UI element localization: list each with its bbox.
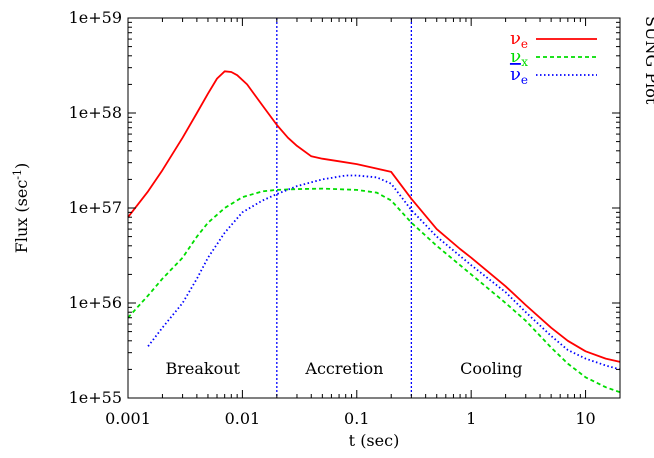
y-tick-label: 1e+55 (69, 388, 122, 407)
phase-label: Breakout (165, 359, 240, 378)
y-axis-label-text: Flux (sec (12, 180, 31, 254)
y-axis-label-exponent: -1 (11, 169, 24, 180)
y-axis-label: Flux (sec-1) (11, 163, 31, 253)
legend-symbol: ν (510, 64, 521, 85)
series-line (127, 187, 621, 394)
x-tick-label: 10 (575, 409, 595, 428)
legend-entry-label: νe (510, 64, 528, 87)
phase-label: Accretion (304, 359, 383, 378)
x-axis-label: t (sec) (349, 431, 400, 450)
legend-subscript: e (521, 73, 528, 87)
y-tick-label: 1e+57 (69, 198, 122, 217)
y-tick-label: 1e+58 (69, 103, 122, 122)
y-tick-label: 1e+59 (69, 8, 122, 27)
legend-symbol: ν (510, 28, 521, 49)
plot-frame (127, 17, 621, 399)
legend-subscript: e (521, 37, 528, 51)
x-tick-label: 0.1 (344, 409, 369, 428)
legend-entry-label: νx (510, 46, 528, 69)
side-plot-label: SUNG Plot (642, 16, 654, 105)
legend-entry-label: νe (510, 28, 528, 51)
axis-ticks: 0.001 0.01 0.1 1 10 1e+55 1e+56 1e+57 1e+58 1e+59 (69, 8, 621, 428)
y-axis-label-close: ) (12, 163, 31, 169)
legend-symbol: ν (510, 46, 521, 67)
y-tick-label: 1e+56 (69, 293, 122, 312)
x-tick-label: 0.01 (225, 409, 261, 428)
phase-labels: Breakout Accretion Cooling (165, 359, 522, 378)
series-lines (127, 70, 621, 394)
phase-lines (276, 18, 413, 398)
x-tick-label: 1 (466, 409, 476, 428)
series-line (147, 174, 621, 371)
x-tick-label: 0.001 (105, 409, 151, 428)
legend-subscript: x (521, 55, 528, 69)
series-line (127, 70, 621, 363)
phase-label: Cooling (460, 359, 522, 378)
